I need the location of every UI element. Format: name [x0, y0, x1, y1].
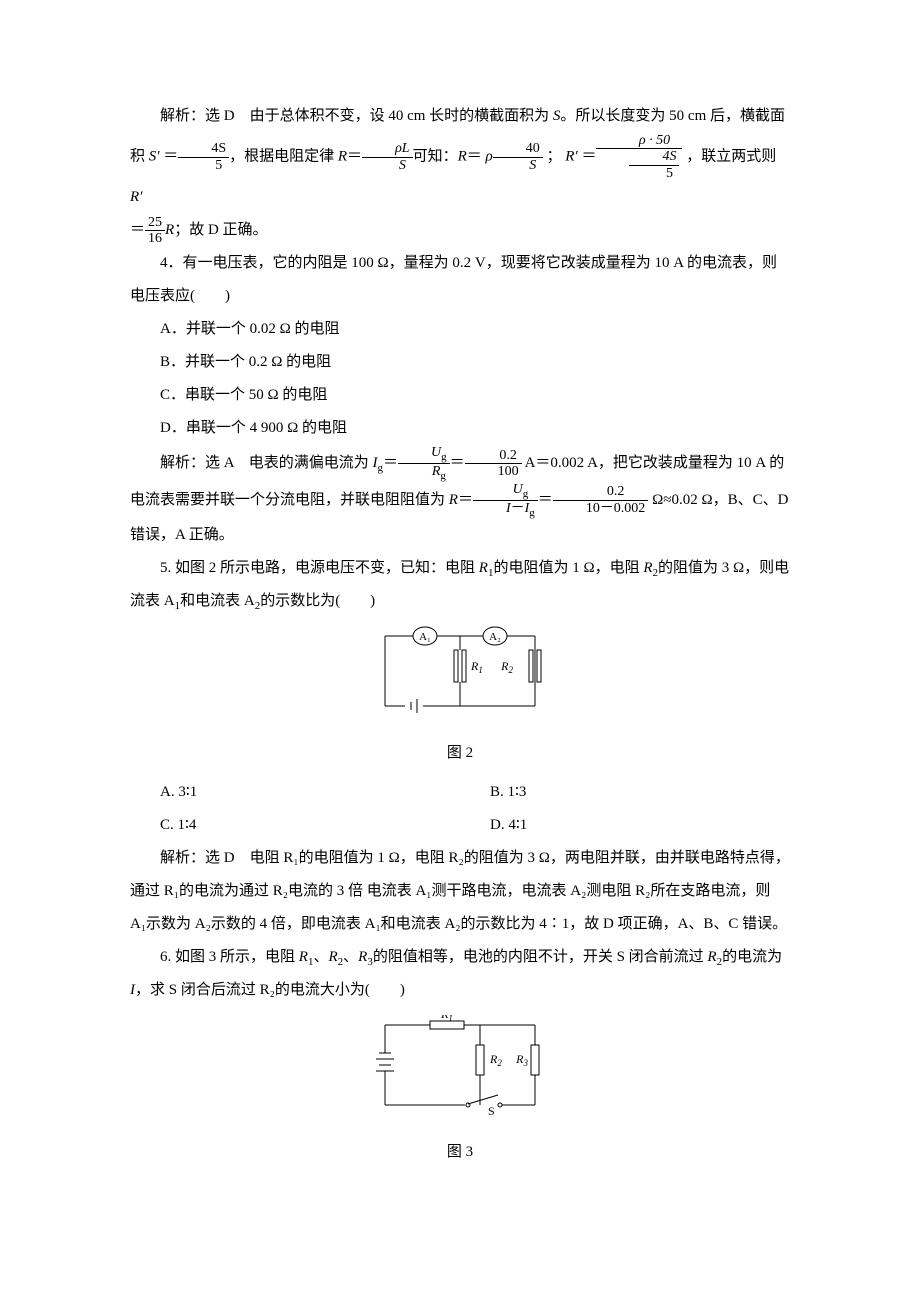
text: 6. 如图 3 所示，电阻 [160, 949, 299, 965]
frac-rho50-4S5: ρ · 504S5 [596, 133, 682, 181]
frac-40-S: 40S [493, 141, 543, 173]
text: 的示数比为( ) [260, 593, 375, 609]
q6-figure: R1 R2 R3 S [130, 1015, 790, 1128]
q4-analysis: 解析：选 A 电表的满偏电流为 Ig＝UgRg＝0.2100 A＝0.002 A… [130, 445, 790, 552]
var-R: R [165, 222, 174, 238]
text: ＝ [467, 149, 486, 165]
q5-option-b: B. 1∶3 [460, 776, 790, 809]
q6-figure-caption: 图 3 [130, 1136, 790, 1169]
text: 5. 如图 2 所示电路，电源电压不变，已知：电阻 [160, 560, 479, 576]
q5-option-d: D. 4∶1 [460, 809, 790, 842]
frac-Ug-IIg: UgI－Ig [473, 482, 538, 519]
text: 的电流为 [722, 949, 782, 965]
q4-option-c: C．串联一个 50 Ω 的电阻 [130, 379, 790, 412]
text: 和电流表 A [180, 593, 255, 609]
text: ＝ [578, 149, 597, 165]
text: ； [543, 149, 566, 165]
text: 、 [343, 949, 358, 965]
q5-figure-caption: 图 2 [130, 737, 790, 770]
text: ＝ [458, 492, 473, 508]
q5-stem: 5. 如图 2 所示电路，电源电压不变，已知：电阻 R1的电阻值为 1 Ω，电阻… [130, 552, 790, 618]
q3-analysis: 解析：选 D 由于总体积不变，设 40 cm 长时的横截面积为 S。所以长度变为… [130, 100, 790, 214]
q4-option-a: A．并联一个 0.02 Ω 的电阻 [130, 313, 790, 346]
text: 的电阻值为 1 Ω，电阻 [493, 560, 643, 576]
var-R: R [449, 492, 458, 508]
text: ＝ [538, 492, 553, 508]
text: 解析：选 D 由于总体积不变，设 40 cm 长时的横截面积为 [160, 108, 553, 124]
frac-02-10: 0.210－0.002 [553, 484, 649, 516]
q5-options-row2: C. 1∶4 D. 4∶1 [130, 809, 790, 842]
var-R1: R [479, 560, 488, 576]
frac-25-16: 2516 [145, 215, 165, 247]
text: 可知： [413, 149, 458, 165]
rho: ρ [486, 149, 493, 165]
frac-Ug-Rg: UgRg [398, 445, 450, 482]
svg-text:A₁: A₁ [419, 631, 431, 643]
text: ；故 D 正确。 [174, 222, 267, 238]
text: ，根据电阻定律 [229, 149, 338, 165]
svg-text:A₂: A₂ [489, 631, 501, 643]
text: 的阻值相等，电池的内阻不计，开关 S 闭合前流过 [373, 949, 708, 965]
text: ＝ [160, 149, 179, 165]
q3-analysis-cont: ＝2516R；故 D 正确。 [130, 214, 790, 247]
var-R3: R [358, 949, 367, 965]
q5-option-c: C. 1∶4 [130, 809, 460, 842]
text: ＝ [130, 222, 145, 238]
var-R2: R [643, 560, 652, 576]
var-R: R [458, 149, 467, 165]
var-R: R [338, 149, 347, 165]
text: 解析：选 A 电表的满偏电流为 [160, 455, 373, 471]
frac-4S-5: 4S5 [178, 141, 229, 173]
svg-text:R3: R3 [515, 1052, 528, 1068]
var-Rp: R′ [565, 149, 577, 165]
var-R2: R [707, 949, 716, 965]
frac-02-100: 0.2100 [465, 448, 522, 480]
circuit-diagram-2: A₁ A₂ R1 R2 [375, 626, 545, 716]
text: 、 [313, 949, 328, 965]
text: ，求 S 闭合后流过 R₂的电流大小为( ) [135, 982, 405, 998]
text: ＝ [347, 149, 362, 165]
var-R1: R [299, 949, 308, 965]
circuit-diagram-3: R1 R2 R3 S [370, 1015, 550, 1115]
var-R2: R [328, 949, 337, 965]
var-Sp: S′ [149, 149, 160, 165]
text: ＝ [450, 455, 465, 471]
q4-stem: 4．有一电压表，它的内阻是 100 Ω，量程为 0.2 V，现要将它改装成量程为… [130, 247, 790, 313]
text: ＝ [383, 455, 398, 471]
q5-option-a: A. 3∶1 [130, 776, 460, 809]
svg-text:R2: R2 [489, 1052, 502, 1068]
q4-option-d: D．串联一个 4 900 Ω 的电阻 [130, 412, 790, 445]
frac-rhoL-S: ρLS [362, 141, 413, 173]
q6-stem: 6. 如图 3 所示，电阻 R1、R2、R3的阻值相等，电池的内阻不计，开关 S… [130, 941, 790, 1007]
q5-options-row1: A. 3∶1 B. 1∶3 [130, 776, 790, 809]
text: ，联立两式则 [682, 149, 776, 165]
var-Rp: R′ [130, 189, 142, 205]
svg-text:S: S [488, 1104, 495, 1115]
q5-figure: A₁ A₂ R1 R2 [130, 626, 790, 729]
q4-option-b: B．并联一个 0.2 Ω 的电阻 [130, 346, 790, 379]
svg-text:R1: R1 [470, 659, 483, 675]
svg-text:R2: R2 [500, 659, 513, 675]
q5-analysis: 解析：选 D 电阻 R₁的电阻值为 1 Ω，电阻 R₂的阻值为 3 Ω，两电阻并… [130, 842, 790, 941]
